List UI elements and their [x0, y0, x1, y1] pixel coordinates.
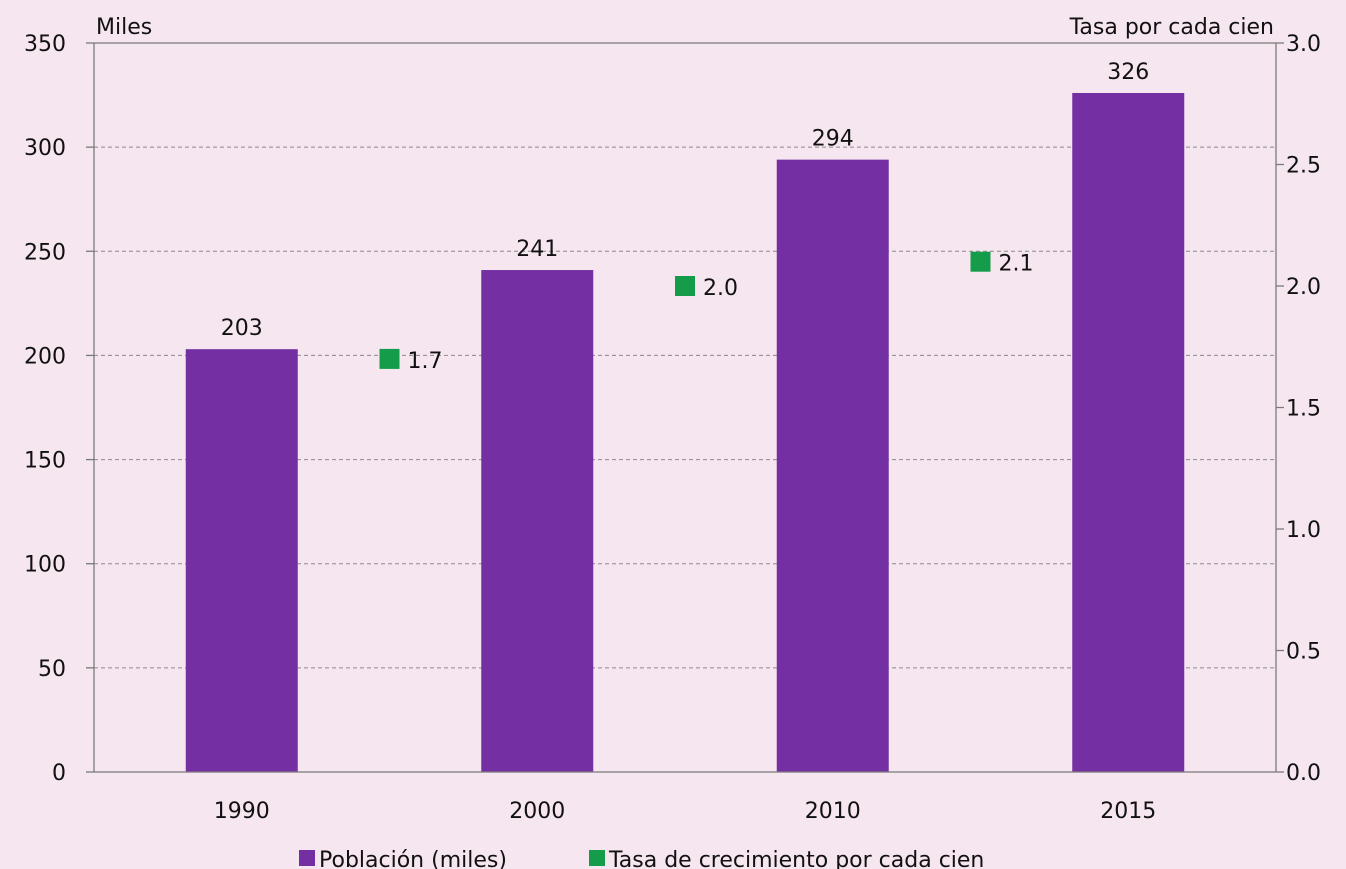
legend-swatch-marker: [589, 850, 605, 866]
bar: [481, 270, 594, 772]
marker-value-label: 1.7: [408, 349, 443, 374]
tick-labels: 0 50 100 150 200 250 300 350 0.0 0.5 1.0 1.5 2.0 2.5 3…: [24, 32, 1321, 824]
y-tick-label-left: 50: [38, 657, 66, 682]
bar-value-label: 294: [812, 127, 854, 152]
y-tick-label-left: 200: [24, 344, 66, 369]
bars: 203 241 294 326: [185, 60, 1185, 772]
bar: [776, 159, 889, 772]
y-tick-label-right: 3.0: [1286, 32, 1321, 57]
y-axis-left-title: Miles: [96, 15, 152, 40]
y-tick-label-left: 150: [24, 449, 66, 474]
bar-value-label: 203: [221, 316, 263, 341]
marker-value-label: 2.1: [999, 252, 1034, 277]
x-tick-label: 1990: [214, 799, 270, 824]
x-tick-label: 2015: [1100, 799, 1156, 824]
bar-value-label: 241: [516, 237, 558, 262]
y-tick-label-right: 0.5: [1286, 640, 1321, 665]
x-tick-label: 2010: [805, 799, 861, 824]
y-tick-label-right: 0.0: [1286, 761, 1321, 786]
y-tick-label-right: 2.5: [1286, 154, 1321, 179]
y-tick-label-right: 2.0: [1286, 275, 1321, 300]
marker: [675, 276, 695, 296]
marker: [970, 251, 991, 272]
legend: Población (miles) Tasa de crecimiento po…: [299, 848, 984, 869]
bar: [185, 349, 298, 772]
y-tick-label-left: 0: [52, 761, 66, 786]
y-axis-right-title: Tasa por cada cien: [1069, 15, 1274, 40]
marker-value-label: 2.0: [703, 276, 738, 301]
axes: [86, 42, 1284, 773]
legend-label-marker: Tasa de crecimiento por cada cien: [608, 848, 984, 869]
bar: [1072, 92, 1185, 772]
y-tick-label-left: 250: [24, 240, 66, 265]
y-tick-label-left: 100: [24, 553, 66, 578]
y-tick-label-right: 1.5: [1286, 397, 1321, 422]
y-tick-label-right: 1.0: [1286, 518, 1321, 543]
marker: [379, 348, 400, 369]
y-tick-label-left: 350: [24, 32, 66, 57]
legend-swatch-bar: [299, 850, 315, 866]
bar-value-label: 326: [1107, 60, 1149, 85]
x-tick-label: 2000: [509, 799, 565, 824]
markers: 1.7 2.0 2.1: [379, 251, 1034, 374]
y-tick-label-left: 300: [24, 136, 66, 161]
legend-label-bar: Población (miles): [319, 848, 507, 869]
